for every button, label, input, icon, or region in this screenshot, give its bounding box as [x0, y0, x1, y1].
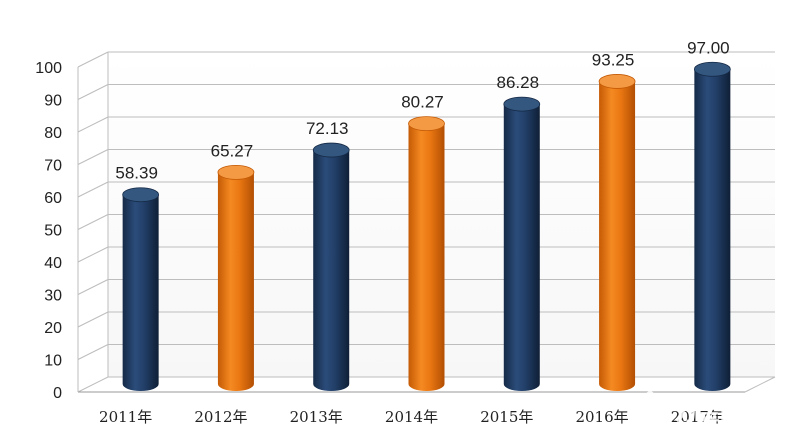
gridline-side [77, 84, 109, 100]
x-tick-label: 2014年 [385, 408, 438, 426]
data-labels: 58.39 65.27 72.13 80.27 86.28 93.25 97.00 [115, 38, 729, 182]
bar-top-cap [408, 116, 445, 132]
gridline-side [77, 51, 109, 68]
data-label: 93.25 [592, 50, 635, 69]
y-tick-label: 90 [44, 93, 62, 110]
bar [598, 74, 636, 392]
gridline-side [77, 344, 109, 360]
bar [312, 142, 350, 392]
gridline-side [77, 279, 109, 295]
watermark-text: 万金圈 [675, 400, 742, 426]
bar-body [122, 194, 159, 391]
y-tick-label: 0 [53, 385, 62, 402]
data-label: 72.13 [306, 119, 349, 138]
gridline-side [77, 214, 109, 230]
floor-right-edge [744, 376, 776, 393]
bar-body [313, 150, 350, 392]
y-axis: 0 10 20 30 40 50 60 70 80 90 100 [35, 60, 62, 402]
y-tick-label: 100 [35, 60, 62, 77]
x-tick-label: 2013年 [290, 408, 343, 426]
gridline-side [77, 376, 109, 393]
bar [408, 116, 445, 392]
y-tick-label: 70 [44, 158, 62, 175]
y-tick-label: 50 [44, 223, 62, 240]
bar [217, 164, 255, 392]
x-tick-label: 2015年 [480, 408, 533, 426]
data-label: 86.28 [497, 73, 540, 92]
data-label: 58.39 [115, 164, 158, 183]
bar-top-cap [122, 187, 160, 203]
x-axis: 2011年 2012年 2013年 2014年 2015年 2016年 2017年 [99, 408, 724, 426]
bar-body [599, 81, 636, 392]
x-tick-label: 2017年 [671, 408, 724, 426]
bar-body [694, 69, 731, 392]
bar [122, 187, 160, 391]
y-tick-label: 40 [44, 255, 62, 272]
bar-top-cap [503, 96, 541, 112]
y-tick-label: 20 [44, 320, 62, 337]
data-label: 80.27 [401, 93, 444, 112]
y-tick-label: 30 [44, 288, 62, 305]
bar-body [503, 104, 540, 392]
bar [693, 61, 731, 392]
bar-top-cap [693, 61, 731, 77]
watermark-logo: 万金圈 WANJINQUAN [630, 390, 749, 436]
x-tick-label: 2011年 [99, 408, 152, 426]
gridline-side [77, 116, 109, 133]
gridline-side [77, 181, 109, 198]
bar-top-cap [598, 74, 636, 89]
data-label: 65.27 [211, 141, 254, 160]
bar [503, 96, 541, 392]
gridline-side [77, 246, 109, 263]
gridline-side [77, 149, 109, 165]
y-tick-label: 10 [44, 353, 62, 370]
bar-body [408, 123, 445, 392]
watermark-subtext: WANJINQUAN [676, 427, 749, 436]
bar-top-cap [312, 142, 350, 158]
watermark-w-icon [630, 390, 670, 434]
y-tick-label: 60 [44, 190, 62, 207]
data-label: 97.00 [687, 38, 730, 57]
bar-body [217, 172, 254, 392]
x-tick-label: 2012年 [194, 408, 247, 426]
bars [122, 61, 731, 392]
y-tick-label: 80 [44, 125, 62, 142]
x-tick-label: 2016年 [575, 408, 628, 426]
gridline-side [77, 311, 109, 328]
bar-top-cap [217, 164, 255, 180]
